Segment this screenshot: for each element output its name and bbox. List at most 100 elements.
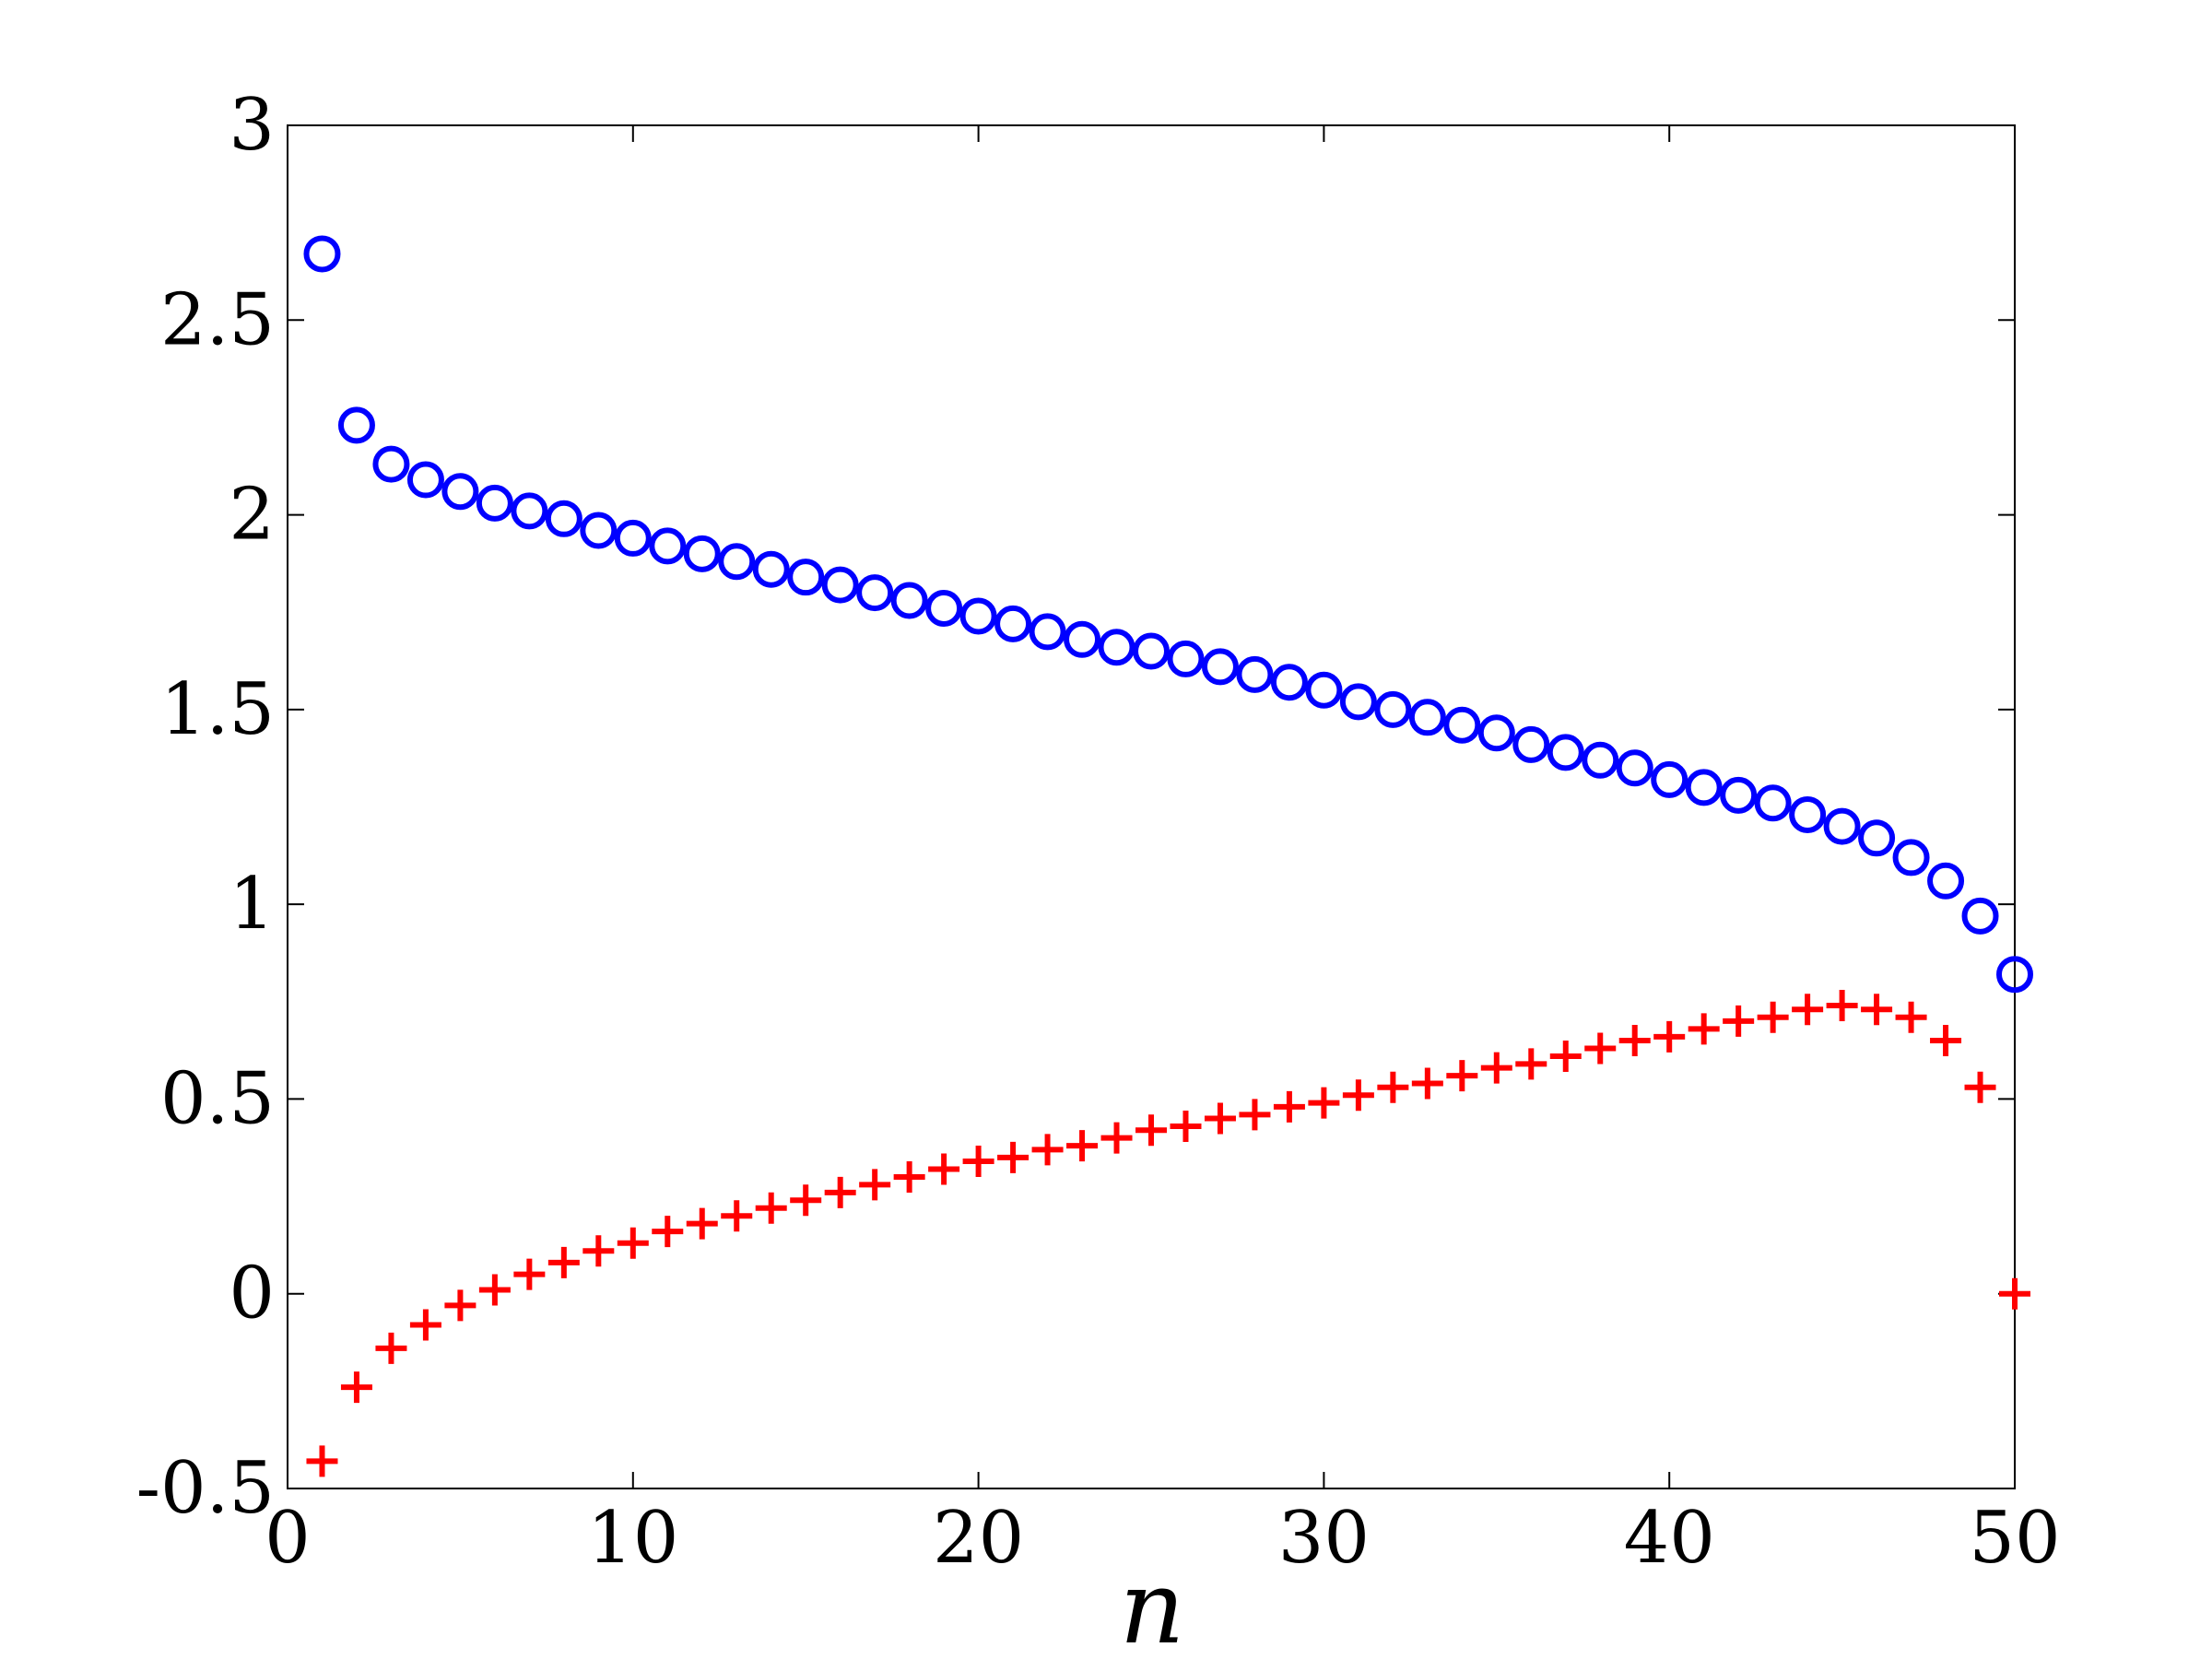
circle-point — [1961, 897, 1999, 935]
circle-point — [1789, 795, 1827, 833]
plus-point — [444, 1289, 477, 1322]
plus-point — [409, 1309, 441, 1341]
circle-point — [614, 519, 652, 557]
circle-point — [856, 574, 894, 612]
circle-point — [1133, 632, 1170, 670]
circle-point — [1305, 671, 1343, 709]
plus-point — [1480, 1052, 1512, 1084]
circle-point — [925, 589, 963, 627]
circle-point — [649, 527, 687, 565]
circle-point — [1512, 725, 1550, 763]
plus-point — [652, 1216, 684, 1248]
plus-point — [1342, 1079, 1374, 1112]
x-tick-label: 30 — [1278, 1497, 1370, 1580]
circle-point — [1236, 655, 1274, 693]
plus-point — [824, 1176, 856, 1208]
plus-point — [1031, 1134, 1064, 1166]
axis-ticks — [287, 124, 2016, 1489]
plus-point — [1377, 1071, 1409, 1103]
plus-point — [790, 1184, 822, 1217]
plus-point — [1861, 994, 1893, 1026]
plus-point — [859, 1169, 891, 1201]
circle-point — [718, 543, 756, 581]
plus-point — [1964, 1071, 1996, 1103]
plus-point — [1239, 1099, 1271, 1131]
circle-point — [1408, 699, 1446, 736]
circle-point — [372, 445, 410, 483]
plus-point — [1515, 1048, 1547, 1080]
circle-point — [1098, 629, 1135, 666]
plus-point — [340, 1371, 372, 1404]
circle-point — [1029, 613, 1066, 651]
y-tick-label: -0.5 — [136, 1447, 275, 1530]
y-tick-label: 1.5 — [160, 668, 275, 751]
plus-point — [478, 1274, 511, 1306]
plus-point — [1170, 1111, 1202, 1143]
circle-point — [752, 550, 790, 588]
circle-point — [337, 406, 375, 444]
plus-point — [721, 1200, 753, 1232]
plus-point — [1826, 990, 1858, 1022]
circle-point — [303, 235, 341, 273]
circle-point — [1547, 734, 1584, 771]
plus-point — [547, 1246, 580, 1278]
plus-point — [928, 1153, 960, 1185]
plus-point — [1135, 1114, 1167, 1147]
y-tick-labels: -0.5 0 0.5 1 1.5 2 2.5 3 — [136, 84, 275, 1530]
circle-point — [1720, 776, 1758, 814]
circle-point — [1167, 640, 1205, 677]
circle-point — [1651, 760, 1688, 798]
plus-point — [1584, 1032, 1617, 1065]
circle-point — [1374, 690, 1412, 728]
plus-point — [1688, 1013, 1720, 1045]
plus-point — [513, 1258, 546, 1290]
y-tick-label: 0.5 — [160, 1057, 275, 1140]
circle-point — [821, 566, 859, 604]
circle-point — [545, 500, 582, 537]
x-tick-label: 40 — [1624, 1497, 1715, 1580]
y-tick-label: 3 — [229, 84, 275, 167]
x-tick-label: 10 — [587, 1497, 678, 1580]
circle-point — [1339, 683, 1377, 721]
plus-point — [997, 1141, 1030, 1173]
plus-point — [582, 1235, 615, 1267]
plus-point — [375, 1332, 407, 1364]
plus-point — [1653, 1020, 1686, 1053]
plus-point — [617, 1227, 649, 1259]
circle-point — [890, 582, 928, 619]
plus-point — [1411, 1067, 1443, 1100]
plus-point — [1549, 1040, 1582, 1072]
plus-point — [1100, 1122, 1133, 1154]
plus-point — [755, 1192, 787, 1224]
circle-point — [1754, 784, 1792, 822]
circle-point — [683, 535, 721, 572]
circle-point — [994, 605, 1032, 642]
y-tick-label: 2.5 — [160, 278, 275, 361]
circle-point — [476, 484, 513, 522]
plus-point — [1273, 1090, 1305, 1123]
plus-point — [1757, 1001, 1789, 1033]
circle-point — [580, 512, 618, 549]
plus-point — [1308, 1087, 1340, 1119]
x-tick-labels: 0 10 20 30 40 50 — [265, 1497, 2060, 1580]
plus-point — [1723, 1005, 1755, 1037]
plus-point — [1930, 1025, 1962, 1057]
plus-point — [306, 1445, 338, 1477]
plus-point — [1792, 994, 1824, 1026]
circle-point — [406, 461, 444, 499]
x-tick-label: 50 — [1969, 1497, 2060, 1580]
plus-point — [962, 1146, 994, 1178]
plus-point — [1895, 1001, 1927, 1033]
circle-point — [1823, 807, 1861, 845]
circle-point — [1616, 749, 1653, 787]
x-tick-label: 0 — [265, 1497, 311, 1580]
plus-point — [1999, 1277, 2030, 1310]
plus-point — [1204, 1102, 1236, 1135]
plus-point — [1066, 1130, 1099, 1162]
series-plus — [306, 990, 2030, 1477]
circle-point — [1892, 839, 1930, 877]
circle-point — [1996, 956, 2033, 994]
series-circles — [303, 235, 2033, 994]
x-axis-title: n — [1120, 1548, 1185, 1659]
